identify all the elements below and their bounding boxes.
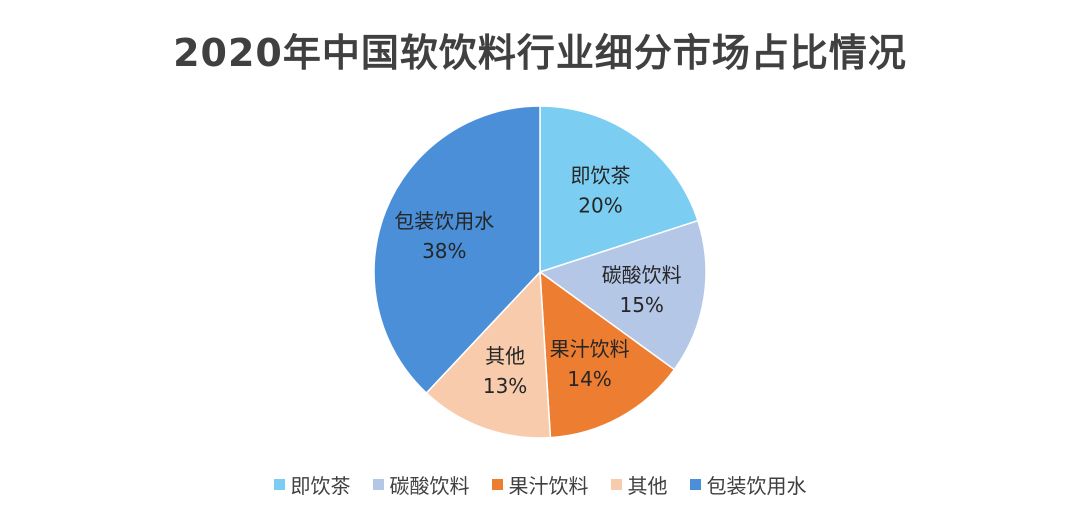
chart-title: 2020年中国软饮料行业细分市场占比情况 (173, 31, 907, 75)
legend-item-4: 包装饮用水 (689, 470, 807, 499)
pie-slice-2 (539, 270, 676, 439)
legend-swatch-4 (689, 479, 701, 490)
legend-swatch-1 (372, 479, 384, 490)
slice-value-4: 38% (422, 239, 466, 263)
slice-value-2: 14% (567, 367, 611, 391)
slice-value-0: 20% (578, 194, 622, 218)
legend-label-1: 碳酸饮料 (389, 474, 470, 498)
legend-label-3: 其他 (627, 474, 668, 498)
pie-slices (373, 105, 707, 439)
legend-item-3: 其他 (610, 470, 668, 499)
legend: 即饮茶 碳酸饮料 果汁饮料 其他 包装饮用水 (0, 470, 1080, 499)
legend-swatch-3 (610, 479, 622, 490)
slice-label-3: 其他 (485, 344, 525, 368)
slice-label-2: 果汁饮料 (550, 337, 630, 361)
pie-slice-4 (373, 105, 541, 395)
legend-swatch-2 (491, 479, 503, 490)
legend-item-1: 碳酸饮料 (372, 470, 470, 499)
pie-slice-3 (425, 270, 552, 439)
legend-label-4: 包装饮用水 (706, 474, 807, 498)
pie-slice-0 (539, 105, 699, 274)
legend-label-0: 即饮茶 (290, 474, 351, 498)
slice-label-0: 即饮茶 (571, 164, 631, 188)
legend-swatch-0 (273, 479, 285, 490)
legend-item-0: 即饮茶 (273, 470, 351, 499)
slice-label-4: 包装饮用水 (394, 209, 494, 233)
pie-labels: 即饮茶 20% 碳酸饮料 15% 果汁饮料 14% 其他 13% 包装饮用水 38% (394, 164, 681, 398)
slice-value-1: 15% (619, 293, 663, 317)
slice-label-1: 碳酸饮料 (602, 263, 682, 287)
legend-item-2: 果汁饮料 (491, 470, 589, 499)
legend-label-2: 果汁饮料 (508, 474, 589, 498)
slice-value-3: 13% (483, 374, 527, 398)
pie-slice-1 (538, 219, 707, 371)
